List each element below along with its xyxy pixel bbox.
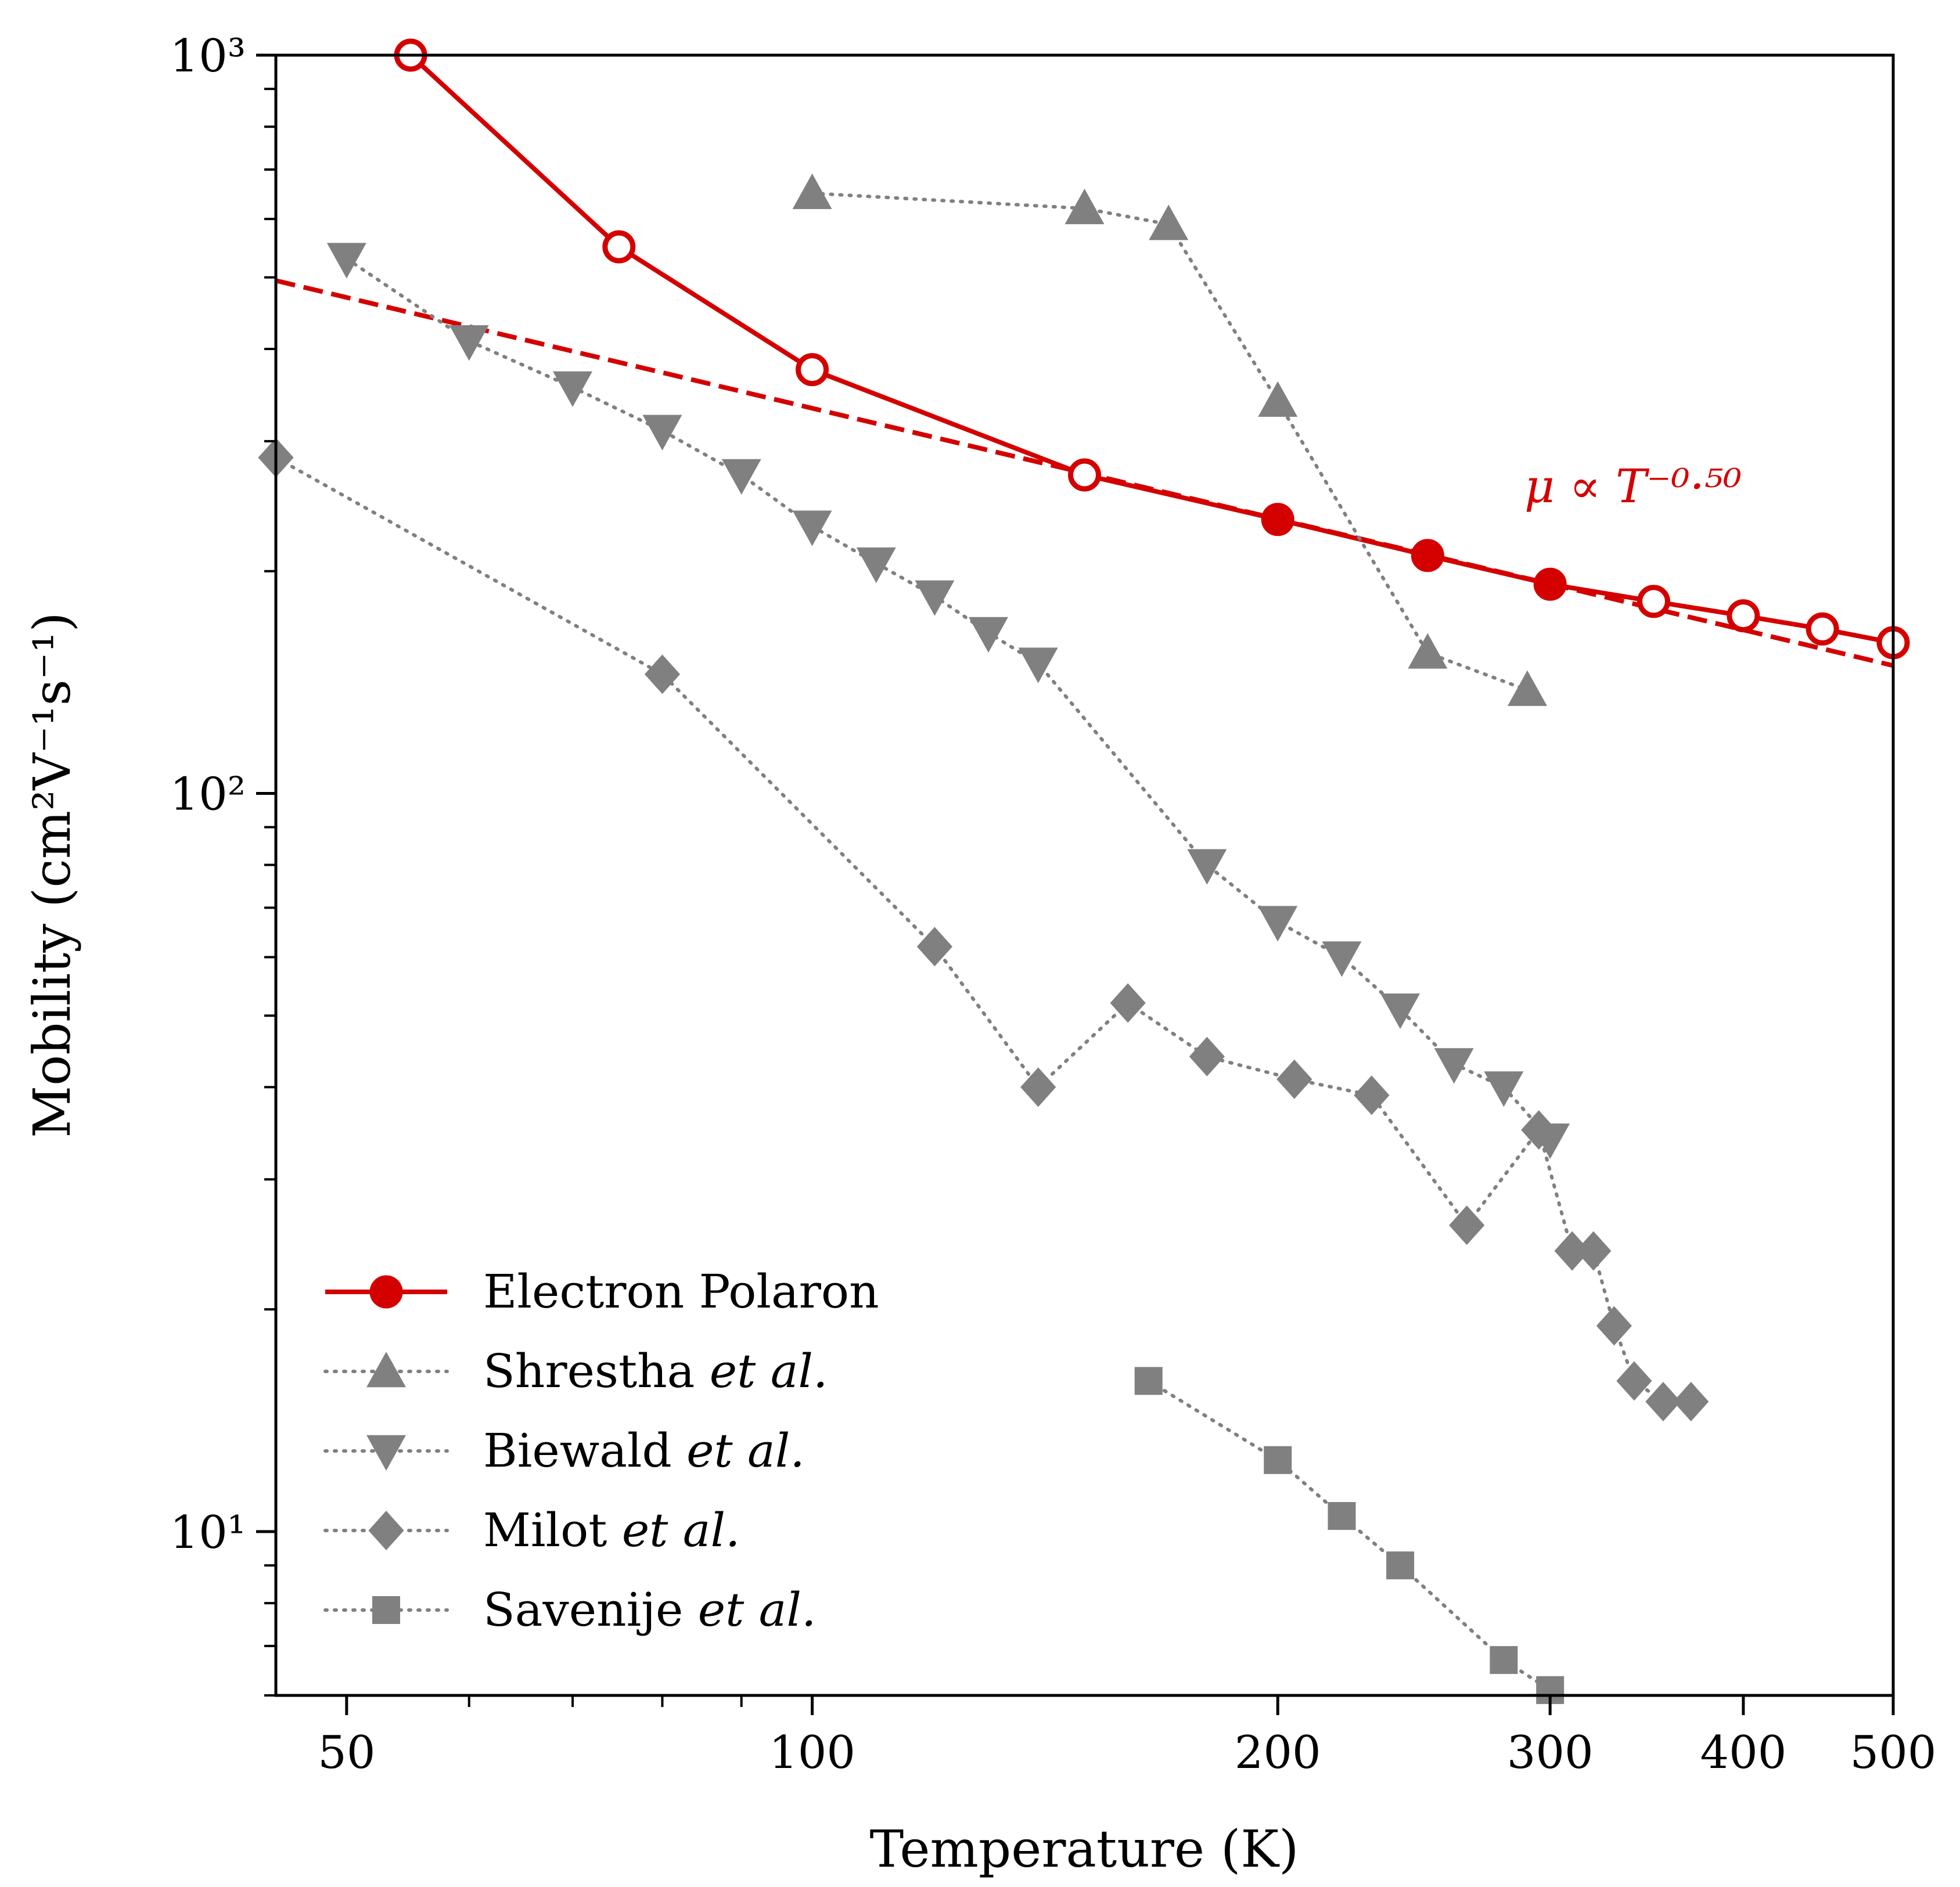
biewald-et-al-point [1380, 993, 1420, 1029]
biewald-et-al-point [1484, 1071, 1524, 1107]
shrestha-et-al-point [1408, 633, 1448, 669]
legend-milot-et-al-label: Milot et al. [483, 1503, 740, 1557]
milot-et-al-point [1645, 1382, 1681, 1422]
savenije-et-al-point [1490, 1646, 1518, 1674]
milot-et-al-point [1554, 1231, 1590, 1271]
milot-et-al-point [1276, 1059, 1312, 1099]
x-tick-label: 50 [318, 1727, 375, 1779]
legend: Electron Polaron Shrestha et al. Biewald e… [323, 1265, 879, 1637]
biewald-et-al-point [449, 325, 489, 361]
milot-et-al-point [916, 927, 953, 967]
biewald-et-al-point [1322, 941, 1362, 977]
savenije-et-al-point [1264, 1446, 1292, 1474]
milot-et-al-point [1616, 1361, 1652, 1401]
electron-polaron-line [409, 55, 1893, 645]
milot-et-al-point [1576, 1231, 1612, 1271]
biewald-et-al-point [915, 580, 955, 616]
biewald-et-al-point [968, 617, 1008, 653]
legend-electron-polaron-marker [369, 1275, 403, 1309]
electron-polaron-point [1261, 503, 1294, 536]
x-tick-label: 400 [1700, 1727, 1786, 1779]
shrestha-et-al-point [1258, 381, 1298, 417]
legend-biewald-et-al-label: Biewald et al. [483, 1424, 805, 1478]
milot-et-al-point [1110, 983, 1146, 1023]
biewald-et-al-point [792, 510, 832, 546]
power-law-annotation: μ ∝ T⁻⁰·⁵⁰ [1524, 459, 1742, 513]
y-tick-label: 10¹ [170, 1507, 246, 1559]
legend-shrestha-et-al-marker [366, 1352, 406, 1388]
electron-polaron-point [1411, 539, 1444, 572]
shrestha-et-al-line [810, 191, 1529, 692]
y-axis-label: Mobility (cm²V⁻¹s⁻¹) [22, 612, 82, 1138]
x-axis-label: Temperature (K) [870, 1819, 1299, 1879]
milot-et-al-point [1673, 1382, 1709, 1422]
savenije-et-al-point [1328, 1501, 1356, 1530]
biewald-et-al-point [856, 547, 896, 584]
biewald-et-al-point [642, 415, 682, 451]
legend-shrestha-et-al-label: Shrestha et al. [483, 1344, 828, 1398]
biewald-et-al-point [1187, 849, 1227, 885]
x-tick-label: 300 [1507, 1727, 1594, 1779]
electron-polaron-point [1637, 585, 1670, 618]
biewald-et-al-line [344, 257, 1552, 1141]
marker-layer [258, 38, 1910, 1704]
milot-et-al-point [1020, 1067, 1056, 1107]
legend-savenije-et-al-label: Savenije et al. [483, 1583, 816, 1637]
electron-polaron-point [602, 230, 636, 264]
legend-savenije-et-al-marker [372, 1596, 400, 1624]
electron-polaron-point [1727, 599, 1760, 633]
y-tick-label: 10² [170, 768, 246, 820]
biewald-et-al-point [721, 459, 761, 495]
biewald-et-al-point [1018, 647, 1058, 683]
milot-et-al-point [1449, 1205, 1485, 1245]
electron-polaron-point [1806, 612, 1839, 646]
x-tick-label: 100 [769, 1727, 855, 1779]
milot-et-al-point [1521, 1110, 1557, 1150]
y-tick-label: 10³ [170, 30, 246, 82]
milot-et-al-point [1189, 1036, 1225, 1076]
shrestha-et-al-point [1149, 204, 1189, 240]
legend-biewald-et-al-marker [366, 1435, 406, 1471]
electron-polaron-point [1068, 458, 1101, 492]
milot-et-al-point [644, 654, 681, 694]
tick-layer: 50 100 200 300 400 500 10¹ 10² 10³ [170, 30, 1936, 1779]
biewald-et-al-point [553, 371, 593, 407]
savenije-et-al-point [1386, 1551, 1415, 1580]
legend-electron-polaron-label: Electron Polaron [483, 1265, 879, 1319]
shrestha-et-al-point [1507, 670, 1547, 706]
biewald-et-al-point [326, 243, 366, 279]
milot-et-al-line [276, 456, 1693, 1403]
milot-et-al-point [1596, 1306, 1632, 1346]
savenije-et-al-line [1146, 1379, 1552, 1692]
electron-polaron-point [796, 353, 829, 387]
x-tick-label: 200 [1235, 1727, 1321, 1779]
electron-polaron-point [1533, 567, 1567, 601]
shrestha-et-al-point [792, 173, 832, 210]
plot-frame [274, 53, 1895, 1697]
biewald-et-al-point [1434, 1048, 1474, 1084]
shrestha-et-al-point [1064, 188, 1105, 225]
biewald-et-al-point [1258, 906, 1298, 942]
milot-et-al-point [1354, 1075, 1390, 1115]
x-tick-label: 500 [1850, 1727, 1937, 1779]
legend-milot-et-al-marker [368, 1511, 404, 1550]
savenije-et-al-point [1134, 1367, 1163, 1395]
